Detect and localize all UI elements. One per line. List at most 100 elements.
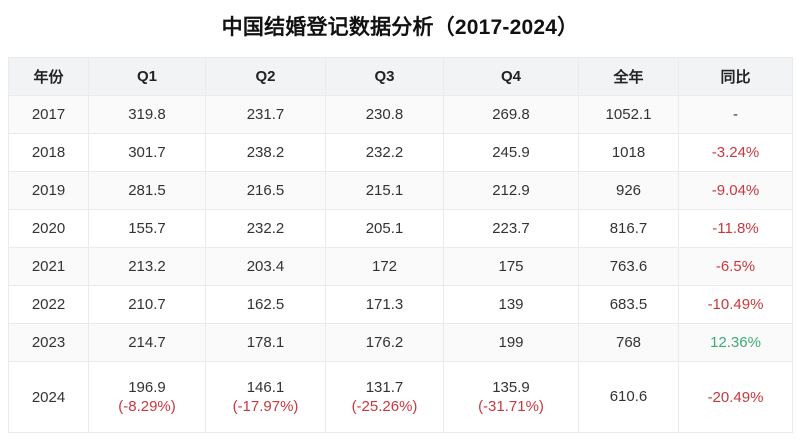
cell-value: 171.3 — [365, 295, 404, 313]
year-cell: 2021 — [8, 247, 89, 286]
value-cell: 205.1 — [325, 209, 444, 248]
value-cell: 319.8 — [88, 95, 206, 134]
value-cell: 146.1 (-17.97%) — [205, 361, 326, 433]
column-header-0: 年份 — [8, 57, 89, 96]
value-cell: 231.7 — [205, 95, 326, 134]
table-row-2024: 2024 196.9 (-8.29%) 146.1 (-17.97%) 131.7 (-25… — [8, 361, 793, 433]
value-cell: 232.2 — [325, 133, 444, 172]
cell-value: 610.6 — [609, 388, 648, 406]
cell-value: 214.7 — [128, 333, 166, 351]
year-cell: 2024 — [8, 361, 89, 433]
cell-value: 230.8 — [365, 105, 404, 123]
year-cell: 2018 — [8, 133, 89, 172]
value-cell: 768 — [578, 323, 679, 362]
yoy-cell: -9.04% — [678, 171, 793, 210]
cell-value: 319.8 — [128, 105, 166, 123]
cell-value: 196.9 — [128, 378, 166, 396]
cell-value: 232.2 — [365, 143, 404, 161]
year-cell: 2017 — [8, 95, 89, 134]
cell-value: 178.1 — [246, 333, 285, 351]
cell-value: 926 — [615, 181, 642, 199]
cell-value: 139 — [498, 295, 524, 313]
cell-value: 223.7 — [492, 219, 530, 237]
table-body: 2017 319.8 231.7 230.8 269.8 1052.1 - 2018 301.7… — [8, 95, 793, 433]
marriage-data-table: 年份 Q1 Q2 Q3 Q4 全年 同比 2017 319.8 231.7 230.8 269.8 1… — [8, 57, 793, 433]
value-cell: 610.6 — [578, 361, 679, 433]
table-row-2019: 2019 281.5 216.5 215.1 212.9 926 -9.04% — [8, 171, 793, 210]
value-cell: 210.7 — [88, 285, 206, 324]
cell-value: 238.2 — [246, 143, 285, 161]
cell-value: 269.8 — [492, 105, 530, 123]
cell-value: 199 — [498, 333, 524, 351]
value-cell: 178.1 — [205, 323, 326, 362]
table-row-2021: 2021 213.2 203.4 172 175 763.6 -6.5% — [8, 247, 793, 286]
year-cell: 2023 — [8, 323, 89, 362]
value-cell: 213.2 — [88, 247, 206, 286]
value-cell: 176.2 — [325, 323, 444, 362]
cell-sub-percentage: (-31.71%) — [478, 398, 544, 415]
table-row-2022: 2022 210.7 162.5 171.3 139 683.5 -10.49% — [8, 285, 793, 324]
cell-value: 146.1 — [246, 378, 285, 396]
value-cell: 763.6 — [578, 247, 679, 286]
table-row-2020: 2020 155.7 232.2 205.1 223.7 816.7 -11.8% — [8, 209, 793, 248]
cell-sub-percentage: (-8.29%) — [118, 398, 176, 415]
cell-value: 301.7 — [128, 143, 166, 161]
yoy-cell: -10.49% — [678, 285, 793, 324]
year-cell: 2022 — [8, 285, 89, 324]
value-cell: 230.8 — [325, 95, 444, 134]
cell-value: 205.1 — [365, 219, 404, 237]
value-cell: 238.2 — [205, 133, 326, 172]
cell-value: 683.5 — [609, 295, 648, 313]
cell-value: 212.9 — [492, 181, 530, 199]
table-header: 年份 Q1 Q2 Q3 Q4 全年 同比 — [8, 57, 793, 96]
value-cell: 171.3 — [325, 285, 444, 324]
value-cell: 172 — [325, 247, 444, 286]
value-cell: 214.7 — [88, 323, 206, 362]
value-cell: 155.7 — [88, 209, 206, 248]
cell-value: 816.7 — [609, 219, 648, 237]
yoy-cell: 12.36% — [678, 323, 793, 362]
value-cell: 162.5 — [205, 285, 326, 324]
value-cell: 139 — [443, 285, 579, 324]
value-cell: 223.7 — [443, 209, 579, 248]
column-header-4: Q4 — [443, 57, 579, 96]
cell-value: 210.7 — [128, 295, 166, 313]
yoy-cell: - — [678, 95, 793, 134]
table-header-row: 年份 Q1 Q2 Q3 Q4 全年 同比 — [8, 57, 793, 96]
cell-value: 172 — [371, 257, 398, 275]
value-cell: 281.5 — [88, 171, 206, 210]
value-cell: 1018 — [578, 133, 679, 172]
table-row-2023: 2023 214.7 178.1 176.2 199 768 12.36% — [8, 323, 793, 362]
table-row-2017: 2017 319.8 231.7 230.8 269.8 1052.1 - — [8, 95, 793, 134]
table-row-2018: 2018 301.7 238.2 232.2 245.9 1018 -3.24% — [8, 133, 793, 172]
cell-value: 131.7 — [365, 378, 404, 396]
column-header-1: Q1 — [88, 57, 206, 96]
value-cell: 216.5 — [205, 171, 326, 210]
cell-value: 215.1 — [365, 181, 404, 199]
cell-value: 245.9 — [492, 143, 530, 161]
value-cell: 196.9 (-8.29%) — [88, 361, 206, 433]
column-header-2: Q2 — [205, 57, 326, 96]
column-header-3: Q3 — [325, 57, 444, 96]
column-header-5: 全年 — [578, 57, 679, 96]
cell-value: 213.2 — [128, 257, 166, 275]
cell-value: 232.2 — [246, 219, 285, 237]
cell-value: 231.7 — [246, 105, 285, 123]
column-header-6: 同比 — [678, 57, 793, 96]
cell-value: 1018 — [611, 143, 646, 161]
cell-value: 763.6 — [609, 257, 648, 275]
value-cell: 245.9 — [443, 133, 579, 172]
year-cell: 2020 — [8, 209, 89, 248]
value-cell: 135.9 (-31.71%) — [443, 361, 579, 433]
value-cell: 683.5 — [578, 285, 679, 324]
yoy-cell: -20.49% — [678, 361, 793, 433]
value-cell: 175 — [443, 247, 579, 286]
yoy-cell: -3.24% — [678, 133, 793, 172]
value-cell: 212.9 — [443, 171, 579, 210]
value-cell: 816.7 — [578, 209, 679, 248]
value-cell: 131.7 (-25.26%) — [325, 361, 444, 433]
cell-value: 1052.1 — [605, 105, 652, 123]
cell-sub-percentage: (-17.97%) — [232, 398, 299, 415]
cell-value: 768 — [615, 333, 642, 351]
